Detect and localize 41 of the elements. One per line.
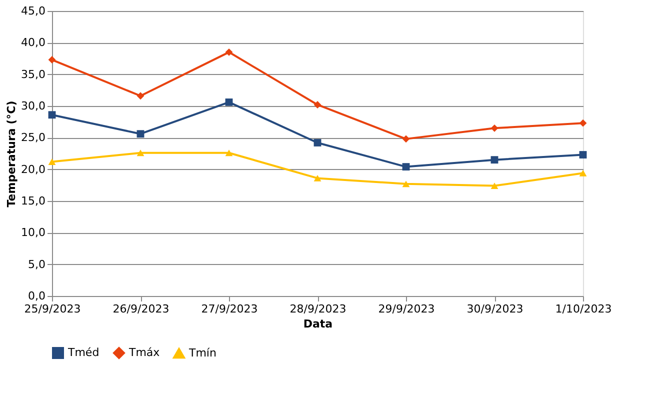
x-axis-title: Data [303, 318, 333, 330]
x-tick-label: 27/9/2023 [201, 302, 258, 316]
legend-label: Tmín [188, 346, 216, 360]
point [136, 150, 144, 156]
legend-label: Tmáx [128, 346, 160, 359]
x-tick-label: 30/9/2023 [466, 302, 524, 316]
x-tick-label: 29/9/2023 [378, 302, 435, 316]
point [402, 135, 410, 143]
point [136, 130, 144, 138]
point [579, 119, 587, 127]
point [225, 48, 233, 56]
y-tick-label: 0,0 [28, 290, 46, 302]
y-axis-title: Temperatura (°C) [5, 100, 18, 208]
point [48, 158, 56, 165]
point [314, 139, 322, 146]
y-tick-label: 35,0 [21, 68, 46, 81]
x-tick-label: 26/9/2023 [112, 302, 170, 316]
point [490, 156, 498, 164]
point [579, 151, 587, 158]
y-tick-label: 20,0 [21, 162, 46, 176]
y-tick-label: 15,0 [21, 194, 46, 208]
point [579, 170, 587, 176]
legend-label: Tméd [67, 346, 100, 359]
point [48, 111, 56, 119]
point [402, 180, 410, 188]
point [490, 182, 498, 190]
point [314, 174, 322, 182]
y-tick-label: 40,0 [21, 36, 46, 50]
y-tick-label: 25,0 [21, 131, 46, 144]
point [225, 150, 233, 156]
x-tick-label: 1/10/2023 [555, 302, 612, 316]
x-tick-label: 25/9/2023 [24, 302, 81, 316]
point [136, 92, 144, 100]
point [402, 163, 410, 171]
point [225, 98, 233, 106]
y-tick-label: 5,0 [28, 258, 46, 271]
y-tick-label: 45,0 [21, 4, 46, 18]
y-tick-label: 10,0 [21, 226, 46, 240]
x-tick-label: 28/9/2023 [290, 302, 346, 316]
point [490, 124, 498, 132]
y-tick-label: 30,0 [21, 100, 46, 112]
